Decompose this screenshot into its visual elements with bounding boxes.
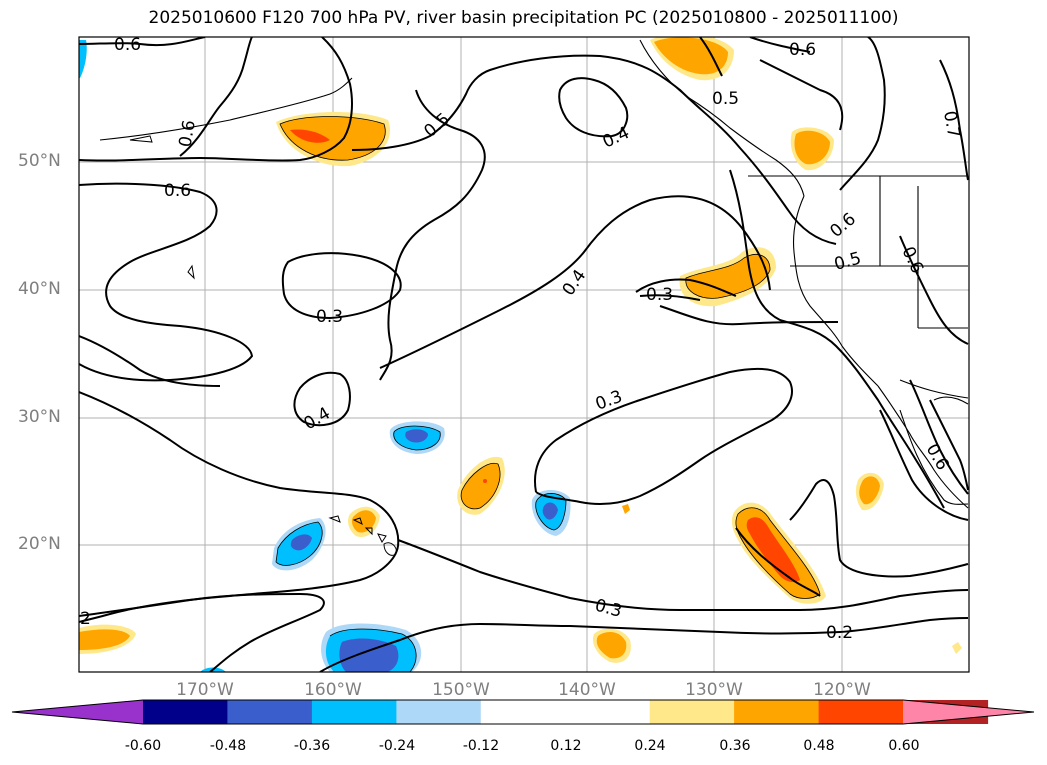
islands — [129, 135, 397, 556]
colorbar-segment — [903, 700, 1034, 724]
lat-label: 30°N — [18, 407, 61, 427]
colorbar-segment — [734, 700, 820, 724]
colorbar-tick: -0.12 — [462, 738, 500, 754]
colorbar-tick: 0.48 — [803, 738, 835, 754]
precip-fill-areas — [79, 37, 962, 672]
contour-label: 0.6 — [164, 181, 191, 201]
lon-label: 120°W — [813, 680, 871, 700]
map-plot: 0.6 0.6 0.5 0.6 0.5 0.7 0.4 0.6 0.3 0.4 … — [78, 35, 970, 673]
lon-label: 130°W — [685, 680, 743, 700]
lat-label: 40°N — [18, 279, 61, 299]
colorbar-tick: -0.24 — [378, 738, 416, 754]
pv-contours — [79, 37, 969, 672]
map-title: 2025010600 F120 700 hPa PV, river basin … — [148, 8, 899, 28]
colorbar-tick: 0.60 — [888, 738, 920, 754]
map-frame — [78, 36, 970, 673]
coastlines — [99, 39, 969, 509]
colorbar-tick: 0.24 — [634, 738, 666, 754]
contour-label: 0.2 — [826, 623, 853, 643]
colorbar-tick: -0.60 — [124, 738, 162, 754]
contour-label: 0.3 — [316, 307, 343, 327]
colorbar-segment — [565, 700, 651, 724]
colorbar-segment — [818, 700, 904, 724]
colorbar-segment — [311, 700, 397, 724]
colorbar-segment — [12, 700, 143, 724]
precip-outlines — [275, 116, 821, 672]
colorbar-tick: 0.12 — [550, 738, 582, 754]
colorbar — [11, 699, 1035, 725]
colorbar-segment — [227, 700, 313, 724]
lon-label: 170°W — [176, 680, 234, 700]
colorbar-segment — [143, 700, 228, 724]
lon-label: 140°W — [558, 680, 616, 700]
lon-label: 150°W — [432, 680, 490, 700]
colorbar-segment — [396, 700, 482, 724]
contour-label: 2 — [80, 609, 91, 629]
colorbar-segment — [480, 700, 566, 724]
contour-label: 0.6 — [175, 119, 199, 149]
lat-label: 20°N — [18, 534, 61, 554]
lon-label: 160°W — [304, 680, 362, 700]
contour-label: 0.6 — [114, 35, 141, 55]
contour-label: 0.5 — [712, 89, 739, 109]
contour-label: 0.3 — [646, 285, 673, 305]
colorbar-tick: -0.48 — [209, 738, 247, 754]
colorbar-tick: -0.36 — [293, 738, 331, 754]
colorbar-tick: 0.36 — [719, 738, 751, 754]
colorbar-segment — [649, 700, 735, 724]
lat-label: 50°N — [18, 151, 61, 171]
contour-label: 0.7 — [939, 109, 963, 139]
contour-label: 0.6 — [789, 40, 816, 60]
